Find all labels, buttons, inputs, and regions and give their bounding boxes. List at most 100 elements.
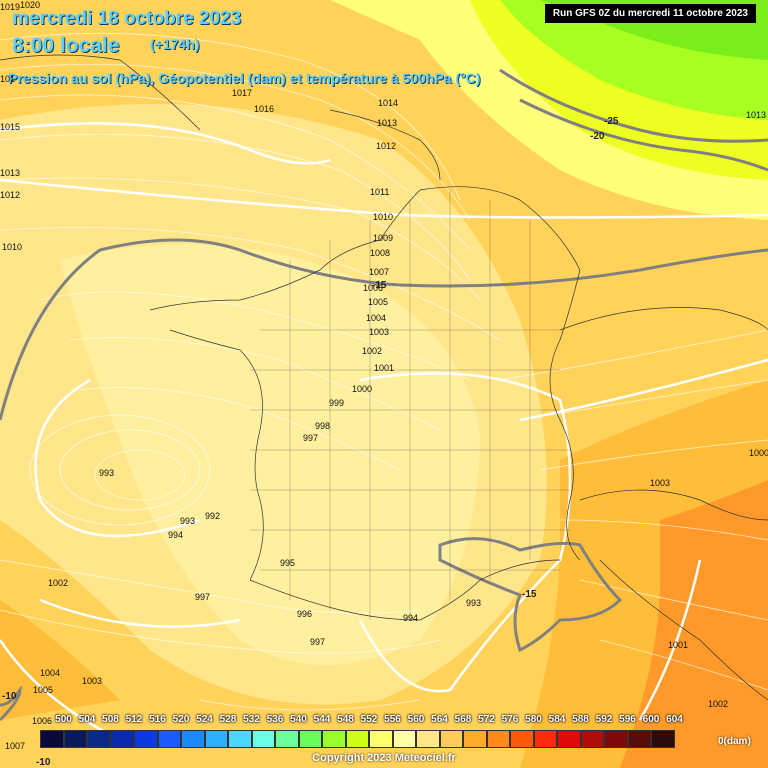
isobar-label: 1006 xyxy=(32,716,53,726)
isobar-label: 1000 xyxy=(749,448,768,458)
legend-value: 528 xyxy=(219,714,237,725)
isobar-label: 997 xyxy=(195,592,211,602)
legend-swatch xyxy=(463,730,487,748)
forecast-date: mercredi 18 octobre 2023 xyxy=(12,8,242,29)
isobar-label: 1008 xyxy=(370,248,391,258)
legend-value: 532 xyxy=(243,714,260,725)
isobar-label: 993 xyxy=(466,598,482,608)
isobar-label: 1001 xyxy=(374,363,395,373)
copyright: Copyright 2023 Meteociel.fr xyxy=(312,752,456,764)
legend-swatch xyxy=(369,730,393,748)
legend-swatch xyxy=(557,730,581,748)
isobar-label: 1013 xyxy=(0,168,21,178)
isobar-label: 996 xyxy=(297,609,313,619)
legend-value: 508 xyxy=(102,714,119,725)
legend-value: 516 xyxy=(149,714,166,725)
legend-value: 552 xyxy=(360,714,378,725)
legend-swatch xyxy=(157,730,181,748)
isobar-label: 1010 xyxy=(2,242,23,252)
legend-swatch xyxy=(322,730,346,748)
isobar-label: 1002 xyxy=(708,699,729,709)
isobar-label: 1000 xyxy=(352,384,373,394)
legend-swatch xyxy=(63,730,87,748)
isobar-label: 1017 xyxy=(232,88,253,98)
isobar-label: 1007 xyxy=(5,741,26,751)
isobar-label: 993 xyxy=(99,468,115,478)
legend-value: 600 xyxy=(642,714,660,725)
temperature-label: -15 xyxy=(522,589,537,600)
legend-swatch xyxy=(228,730,252,748)
legend-value: 504 xyxy=(78,714,96,725)
isobar-label: 1006 xyxy=(363,283,384,293)
legend-swatch xyxy=(204,730,228,748)
legend-swatch xyxy=(251,730,275,748)
isobar-label: 1010 xyxy=(373,212,394,222)
isobar-label: 1001 xyxy=(668,640,689,650)
legend-swatch xyxy=(416,730,440,748)
isobar-label: 1013 xyxy=(377,118,398,128)
isobar-label: 997 xyxy=(303,433,319,443)
legend-swatch xyxy=(392,730,416,748)
isobar-label: 1012 xyxy=(376,141,397,151)
legend-swatch xyxy=(40,730,64,748)
department-borders xyxy=(250,190,570,620)
legend-swatch xyxy=(439,730,463,748)
temperature-label: -10 xyxy=(36,757,51,768)
isobar-label: 1015 xyxy=(0,122,21,132)
isobar-label: 1007 xyxy=(369,267,390,277)
legend-value: 568 xyxy=(454,714,472,725)
legend-value: 604 xyxy=(666,714,683,725)
geopotential-lines xyxy=(0,122,768,742)
legend-swatch xyxy=(275,730,299,748)
legend-value: 520 xyxy=(172,714,190,725)
isobar-label: 1020 xyxy=(20,0,41,10)
run-info: Run GFS 0Z du mercredi 11 octobre 2023 xyxy=(544,4,756,23)
isobar-label: 1002 xyxy=(48,578,69,588)
isobar-label: 1019 xyxy=(0,2,21,12)
legend-value: 548 xyxy=(337,714,354,725)
isobar-label: 998 xyxy=(315,421,331,431)
legend-value: 524 xyxy=(196,714,213,725)
parameters-caption: Pression au sol (hPa), Géopotentiel (dam… xyxy=(8,70,481,86)
isobar-label: 1013 xyxy=(746,110,767,120)
legend-value: 592 xyxy=(595,714,613,725)
isobar-label: 1009 xyxy=(373,233,394,243)
isotherm-lines xyxy=(0,68,768,722)
legend-value: 512 xyxy=(125,714,143,725)
isobar-label: 1005 xyxy=(33,685,54,695)
legend-swatch xyxy=(486,730,510,748)
legend-value: 580 xyxy=(525,714,542,725)
isobar-label: 993 xyxy=(180,516,196,526)
isobar-label: 1003 xyxy=(369,327,390,337)
legend-swatch xyxy=(627,730,651,748)
legend-swatch xyxy=(87,730,111,748)
temperature-label: -15 xyxy=(372,280,387,291)
legend-value: 588 xyxy=(572,714,589,725)
legend-value: 500 xyxy=(55,714,72,725)
isobar-label: 994 xyxy=(403,613,419,623)
isobar-label: 1014 xyxy=(378,98,399,108)
temperature-label: -20 xyxy=(590,131,605,142)
isobar-label: 994 xyxy=(168,530,184,540)
isobar-label: 1016 xyxy=(254,104,275,114)
isobar-label: 992 xyxy=(205,511,221,521)
legend-value: 576 xyxy=(501,714,519,725)
band-556 xyxy=(60,244,480,665)
legend-value: 564 xyxy=(431,714,448,725)
band-572 xyxy=(620,480,768,768)
legend-swatch xyxy=(110,730,134,748)
legend-value: 556 xyxy=(384,714,401,725)
legend-unit: 0(dam) xyxy=(718,736,751,747)
legend-value: 572 xyxy=(478,714,495,725)
isobar-label: 1012 xyxy=(0,190,21,200)
isobar-label: 1003 xyxy=(650,478,671,488)
isobar-label: 999 xyxy=(329,398,345,408)
isobar-label: 101 xyxy=(0,74,16,84)
isobar-label: 1005 xyxy=(368,297,389,307)
temperature-label: -10 xyxy=(2,691,17,702)
legend-swatch xyxy=(651,730,675,748)
legend-swatch xyxy=(510,730,534,748)
isobar-label: 1004 xyxy=(40,668,61,678)
isobar-label: 1002 xyxy=(362,346,383,356)
